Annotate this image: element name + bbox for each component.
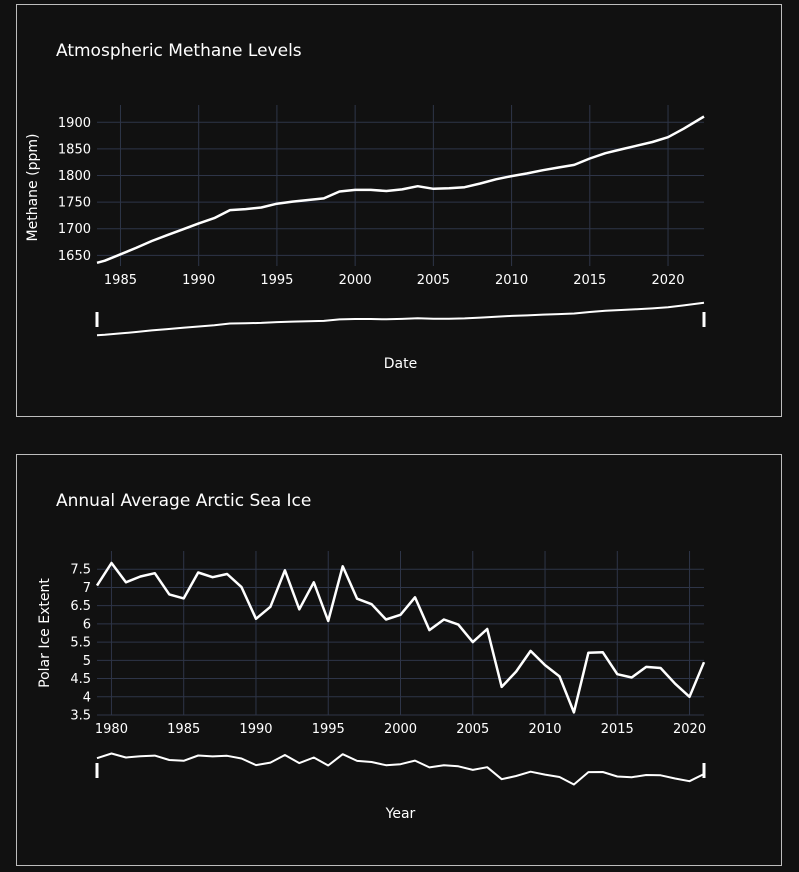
y-tick-label: 4 <box>83 690 91 705</box>
range-slider-line[interactable] <box>96 752 705 786</box>
series-line <box>96 115 705 265</box>
y-tick-label: 1650 <box>58 249 91 264</box>
x-tick-label: 2010 <box>495 273 528 288</box>
y-axis-title: Polar Ice Extent <box>37 578 53 688</box>
y-tick-label: 1850 <box>58 142 91 157</box>
range-slider-left-handle[interactable] <box>95 312 99 327</box>
x-tick-label: 2005 <box>456 722 489 737</box>
series-line <box>95 561 706 714</box>
x-tick-label: 1995 <box>260 273 293 288</box>
x-tick-label: 1985 <box>104 273 137 288</box>
x-tick-label: 2000 <box>384 722 417 737</box>
x-tick-label: 2005 <box>417 273 450 288</box>
y-tick-label: 1800 <box>58 169 91 184</box>
x-tick-label: 1985 <box>167 722 200 737</box>
methane-chart: Atmospheric Methane Levels 1985 1990 1995 20… <box>25 41 706 372</box>
y-axis-title: Methane (ppm) <box>25 134 41 242</box>
y-tick-label: 7 <box>83 581 91 596</box>
x-tick-label: 2020 <box>673 722 706 737</box>
range-slider-right-handle[interactable] <box>702 763 706 778</box>
x-tick-label: 2010 <box>528 722 561 737</box>
x-tick-label: 2015 <box>601 722 634 737</box>
range-slider-left-handle[interactable] <box>95 763 99 778</box>
y-tick-label: 6 <box>83 617 91 632</box>
y-tick-label: 5 <box>83 654 91 669</box>
y-tick-label: 5.5 <box>70 636 91 651</box>
x-tick-label: 2020 <box>651 273 684 288</box>
sea-ice-chart-panel: Annual Average Arctic Sea Ice 1980 1985 199… <box>16 454 782 866</box>
x-axis-title: Date <box>384 356 417 372</box>
x-axis-title: Year <box>385 806 416 822</box>
range-slider-right-handle[interactable] <box>702 312 706 327</box>
sea-ice-chart: Annual Average Arctic Sea Ice 1980 1985 199… <box>37 491 706 822</box>
y-tick-label: 1700 <box>58 222 91 237</box>
x-tick-label: 1990 <box>182 273 215 288</box>
y-tick-label: 6.5 <box>70 599 91 614</box>
x-tick-label: 2015 <box>573 273 606 288</box>
y-tick-label: 1900 <box>58 116 91 131</box>
methane-chart-panel: Atmospheric Methane Levels 1985 1990 1995 20… <box>16 4 782 417</box>
y-tick-label: 7.5 <box>70 563 91 578</box>
y-tick-label: 4.5 <box>70 672 91 687</box>
x-tick-label: 1990 <box>239 722 272 737</box>
x-tick-label: 1980 <box>95 722 128 737</box>
y-tick-label: 3.5 <box>70 709 91 724</box>
chart-title: Annual Average Arctic Sea Ice <box>56 491 311 511</box>
x-tick-label: 1995 <box>312 722 345 737</box>
y-tick-label: 1750 <box>58 196 91 211</box>
range-slider-line[interactable] <box>96 301 705 337</box>
x-tick-label: 2000 <box>339 273 372 288</box>
chart-title: Atmospheric Methane Levels <box>56 41 302 61</box>
